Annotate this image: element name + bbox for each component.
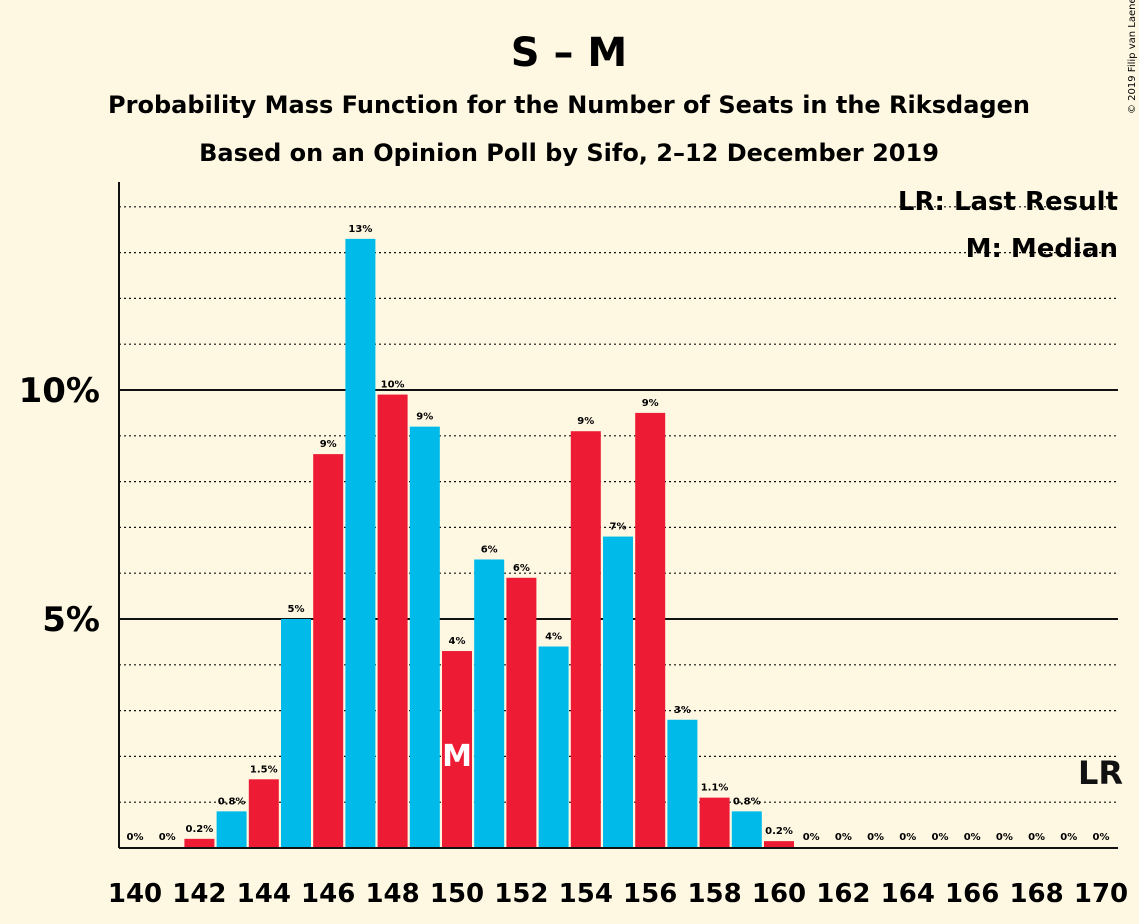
value-labels: 0% 0% 0.2% 0.8% 1.5% 5% 9% 13% 10% 9% 4% 6% 6% 4% 9% 7%… <box>127 224 1110 843</box>
bar-series <box>184 238 794 849</box>
value-label: 6% <box>513 563 530 574</box>
value-label: 6% <box>481 544 498 555</box>
bar <box>764 841 794 848</box>
x-tick-label: 140 <box>108 879 162 909</box>
bar <box>184 838 215 848</box>
value-label: 5% <box>288 604 305 615</box>
value-label: 0.8% <box>218 796 246 807</box>
bar <box>281 619 311 848</box>
bar <box>731 811 762 848</box>
value-label: 1.1% <box>701 783 729 794</box>
credit-text: © 2019 Filip van Laenen <box>1127 0 1138 114</box>
chart-subtitle-poll: Based on an Opinion Poll by Sifo, 2–12 D… <box>199 139 939 167</box>
value-label: 9% <box>416 412 433 423</box>
x-tick-label: 170 <box>1074 879 1128 909</box>
value-label: 0% <box>835 832 852 843</box>
bar <box>506 577 537 848</box>
bar <box>570 431 601 848</box>
value-label: 0% <box>932 832 949 843</box>
x-tick-label: 158 <box>687 879 741 909</box>
value-label: 0% <box>1060 832 1077 843</box>
value-label: 3% <box>674 705 691 716</box>
x-tick-label: 144 <box>237 879 291 909</box>
bar <box>216 811 247 848</box>
value-label: 9% <box>642 398 659 409</box>
x-tick-label: 156 <box>623 879 677 909</box>
bar <box>313 454 344 848</box>
value-label: 0% <box>899 832 916 843</box>
bar <box>538 646 569 848</box>
value-label: 0% <box>127 832 144 843</box>
value-label: 0% <box>159 832 176 843</box>
value-label: 4% <box>449 636 466 647</box>
chart-subtitle: Probability Mass Function for the Number… <box>108 91 1030 119</box>
bar <box>377 394 408 848</box>
value-label: 0% <box>1093 832 1110 843</box>
bar <box>635 412 666 848</box>
bar <box>667 719 698 848</box>
x-tick-label: 146 <box>301 879 355 909</box>
x-tick-label: 154 <box>559 879 613 909</box>
bar <box>474 559 505 848</box>
value-label: 13% <box>348 224 372 235</box>
value-label: 1.5% <box>250 764 278 775</box>
x-tick-label: 164 <box>881 879 935 909</box>
bar <box>699 797 730 848</box>
value-label: 0% <box>964 832 981 843</box>
markers: M LR <box>442 739 1123 792</box>
x-tick-label: 150 <box>430 879 484 909</box>
x-tick-label: 148 <box>365 879 419 909</box>
bar <box>442 651 472 848</box>
x-tick-label: 152 <box>494 879 548 909</box>
x-tick-label: 168 <box>1009 879 1063 909</box>
value-label: 4% <box>545 631 562 642</box>
value-label: 0.2% <box>765 826 793 837</box>
value-label: 0% <box>1028 832 1045 843</box>
value-label: 7% <box>610 522 627 533</box>
bar <box>345 238 376 849</box>
median-marker: M <box>442 739 472 774</box>
y-axis-ticks: 5% 10% <box>19 371 100 640</box>
x-tick-label: 160 <box>752 879 806 909</box>
value-label: 0% <box>867 832 884 843</box>
value-label: 0.8% <box>733 796 761 807</box>
chart-title: S – M <box>511 30 627 76</box>
bar <box>248 779 279 848</box>
value-label: 9% <box>577 416 594 427</box>
bar <box>409 426 440 848</box>
value-label: 0% <box>996 832 1013 843</box>
x-tick-label: 166 <box>945 879 999 909</box>
value-label: 0% <box>803 832 820 843</box>
y-tick-label: 10% <box>19 371 100 411</box>
value-label: 9% <box>320 439 337 450</box>
x-tick-label: 162 <box>816 879 870 909</box>
x-axis-ticks: 140 142 144 146 148 150 152 154 156 158 160 162 164 1… <box>108 879 1128 909</box>
value-label: 10% <box>381 380 405 391</box>
y-tick-label: 5% <box>42 600 100 640</box>
legend-last-result: LR: Last Result <box>898 187 1118 217</box>
bar <box>603 536 633 848</box>
x-tick-label: 142 <box>172 879 226 909</box>
value-label: 0.2% <box>186 824 214 835</box>
last-result-marker: LR <box>1078 754 1123 792</box>
legend-median: M: Median <box>966 234 1118 264</box>
